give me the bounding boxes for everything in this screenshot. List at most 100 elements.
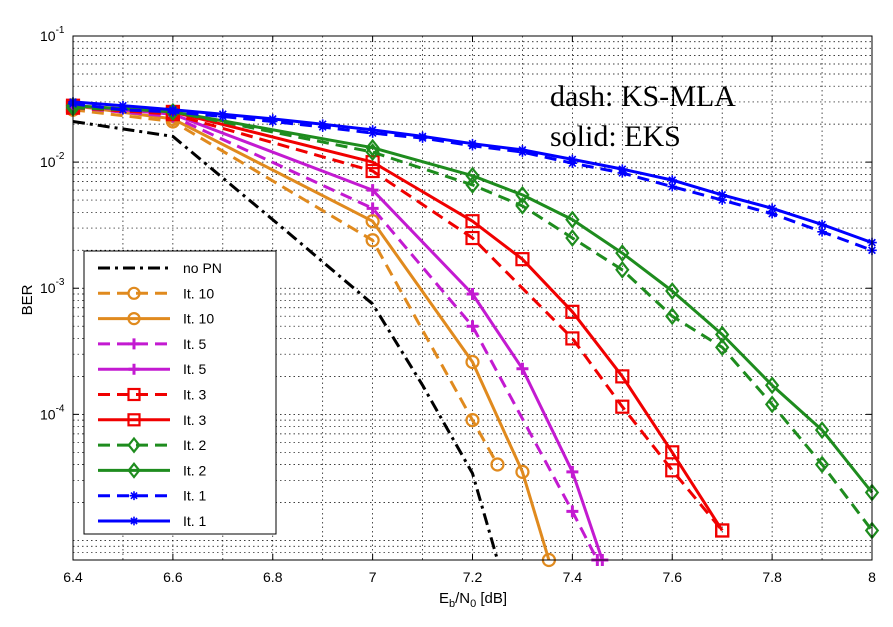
marker-diamond [565,210,580,229]
marker-star [567,154,578,165]
legend-label: It. 5 [183,336,207,352]
marker-diamond [665,282,680,301]
marker-diamond [615,260,630,279]
marker-square [565,331,580,346]
x-tick-label: 7.2 [463,569,483,585]
marker-circle [515,464,530,479]
x-tick-label: 7.6 [663,569,683,585]
series-line [72,104,724,532]
marker-star [767,208,777,219]
x-tick-label: 7 [369,569,377,585]
marker-diamond [365,138,380,157]
series-it-1-solid [68,97,877,248]
legend: no PN It. 10 It. 10 It. 5 It. 5 It. 3 It. 3 It.… [83,250,277,535]
marker-diamond [465,175,480,194]
marker-square [565,304,580,319]
marker-diamond [127,462,141,479]
marker-circle [465,413,480,428]
marker-plus [366,184,379,197]
marker-square [365,163,380,179]
annotation-dash: dash: KS-MLA [550,80,736,113]
marker-circle [127,286,141,300]
legend-label: It. 10 [183,285,214,301]
legend-label: It. 3 [183,387,207,403]
marker-plus [466,320,479,333]
x-tick-label: 6.4 [63,569,83,585]
y-tick-label: 10-3 [40,277,65,296]
marker-star [367,125,378,135]
legend-box [83,250,277,535]
legend-entry: It. 3 [98,412,207,428]
legend-entry: It. 5 [98,361,207,377]
series-layer [65,96,880,568]
x-tick-label: 6.8 [263,569,283,585]
series-no-pn-dashdot [72,120,499,561]
x-tick-label: 7.8 [762,569,782,585]
marker-star [717,190,727,200]
marker-diamond [665,307,680,326]
series-line [72,120,499,561]
marker-star [517,145,528,155]
marker-square [127,387,141,402]
marker-star [817,219,827,230]
legend-entry: It. 3 [98,387,207,403]
x-tick-label: 8 [868,569,876,585]
series-line [72,104,551,561]
legend-label: It. 1 [183,513,207,529]
marker-square [715,523,730,538]
marker-diamond [615,244,630,263]
legend-label: no PN [183,260,222,276]
marker-star [218,109,228,119]
marker-diamond [465,166,480,185]
marker-diamond [764,376,780,395]
marker-square [465,230,480,246]
marker-diamond [127,436,141,454]
marker-circle [365,233,380,248]
marker-diamond [715,325,730,344]
marker-star [667,175,678,185]
marker-star [118,100,128,111]
marker-diamond [764,395,780,414]
marker-diamond [565,229,580,248]
marker-diamond [715,338,730,357]
marker-star [717,195,727,205]
marker-square [615,399,630,414]
marker-diamond [814,455,830,474]
series-line [72,106,874,532]
series-it-2-solid [65,96,880,502]
marker-plus [128,338,140,350]
marker-diamond [515,196,530,215]
marker-plus [516,362,529,375]
y-tick-label: 10-2 [40,151,65,170]
marker-square [665,463,680,478]
y-tick-label: 10-4 [40,403,65,422]
marker-square [515,252,530,267]
marker-star [617,164,628,174]
axes-layer: 6.4 6.6 6.8 7 7.2 7.4 7.6 7.8 8 10-1 10-2 10-3 10-4 [40,25,876,585]
y-axis-label: BER [19,284,36,315]
legend-label: It. 10 [183,311,214,327]
marker-plus [466,288,479,301]
marker-diamond [814,421,830,440]
marker-square [127,413,141,427]
marker-star [168,104,178,115]
marker-star [467,138,478,149]
marker-star [129,516,139,526]
marker-plus [566,505,579,518]
y-tick-label: 10-1 [40,25,65,44]
marker-star [767,203,777,214]
x-axis-label: Eb/N0 [dB] [439,590,507,610]
legend-entry: It. 10 [98,311,214,327]
series-line [72,108,499,466]
legend-label: It. 2 [183,462,207,478]
series-line [72,104,874,494]
marker-circle [490,457,505,472]
series-line [72,106,599,561]
marker-square [615,369,630,384]
legend-label: It. 3 [183,412,207,428]
marker-diamond [515,185,530,204]
legend-label: It. 1 [183,488,207,504]
legend-entry: It. 1 [98,513,207,529]
marker-square [465,214,480,229]
marker-plus [128,363,140,375]
